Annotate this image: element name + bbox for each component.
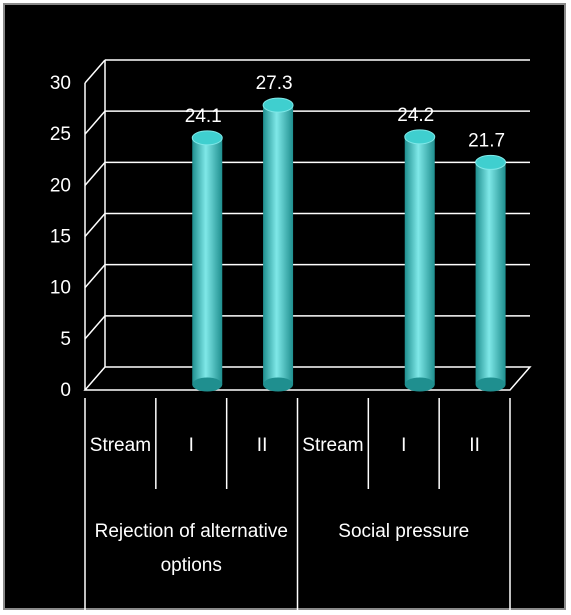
chart-frame: 0 5 10 15 20 25 30 24.1 27.3 24.2 21.7 Stream I II R… <box>3 3 566 612</box>
gridline-diagonal <box>84 213 106 237</box>
data-label: 21.7 <box>468 130 505 151</box>
data-label: 27.3 <box>256 73 293 94</box>
bar-body <box>263 105 294 385</box>
bar-body <box>192 137 223 385</box>
floor-outline <box>83 366 532 391</box>
bar-top <box>262 97 294 113</box>
gridline-diagonal <box>84 161 106 186</box>
category-label: Stream <box>302 435 363 456</box>
gridline-diagonal <box>84 264 106 289</box>
gridline-diagonal <box>84 59 106 84</box>
category-label: I <box>189 435 194 456</box>
bar-base <box>404 377 435 392</box>
bar-body <box>404 136 435 385</box>
bar-top <box>191 130 223 146</box>
bars <box>191 97 507 392</box>
category-label: Stream <box>90 435 151 456</box>
gridlines <box>84 59 530 390</box>
bar-top <box>404 129 436 145</box>
bar-body <box>475 162 506 385</box>
bar <box>404 129 436 392</box>
y-tick-label: 25 <box>50 124 71 145</box>
bar-base <box>475 377 506 392</box>
y-tick-label: 10 <box>50 278 71 299</box>
y-tick-label: 0 <box>60 380 71 401</box>
group-label: Social pressure <box>338 521 469 542</box>
y-axis-ticks: 0 5 10 15 20 25 30 <box>50 73 71 401</box>
bar <box>475 154 507 392</box>
bar-base <box>192 377 223 392</box>
category-label: II <box>257 435 268 456</box>
bar-base <box>263 377 294 392</box>
category-label: II <box>469 435 480 456</box>
data-labels: 24.1 27.3 24.2 21.7 <box>185 73 505 151</box>
gridline-diagonal <box>84 315 106 340</box>
bar <box>191 130 223 392</box>
y-tick-label: 5 <box>60 329 71 350</box>
category-label: I <box>401 435 406 456</box>
gridline-diagonal <box>84 110 106 135</box>
y-tick-label: 15 <box>50 227 71 248</box>
group-label: options <box>161 555 222 576</box>
bar-top <box>475 154 507 170</box>
data-label: 24.1 <box>185 106 222 127</box>
bar <box>262 97 294 392</box>
y-tick-label: 30 <box>50 73 71 94</box>
data-label: 24.2 <box>397 105 434 126</box>
chart-floor <box>83 366 532 391</box>
y-tick-label: 20 <box>50 175 71 196</box>
group-label: Rejection of alternative <box>95 521 288 542</box>
